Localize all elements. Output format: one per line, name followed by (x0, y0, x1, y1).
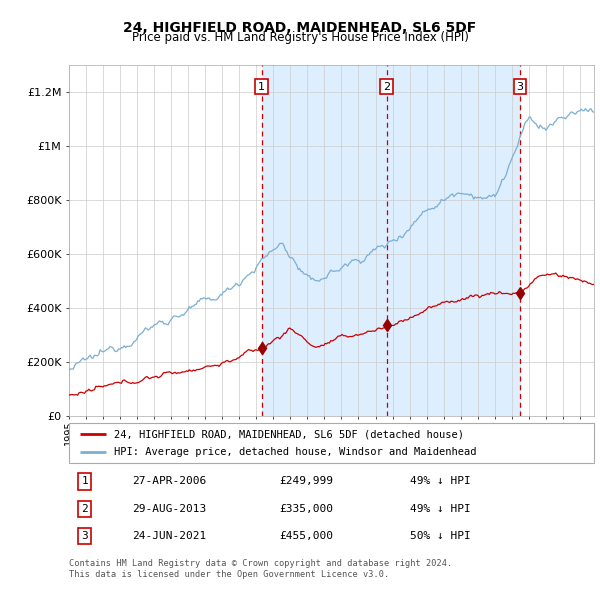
Bar (262, 65, 520, 416)
Text: £249,999: £249,999 (279, 477, 333, 487)
FancyBboxPatch shape (69, 423, 594, 463)
Text: 50% ↓ HPI: 50% ↓ HPI (410, 531, 471, 541)
Text: Contains HM Land Registry data © Crown copyright and database right 2024.: Contains HM Land Registry data © Crown c… (69, 559, 452, 568)
Text: This data is licensed under the Open Government Licence v3.0.: This data is licensed under the Open Gov… (69, 570, 389, 579)
Text: 24, HIGHFIELD ROAD, MAIDENHEAD, SL6 5DF (detached house): 24, HIGHFIELD ROAD, MAIDENHEAD, SL6 5DF … (113, 430, 464, 440)
Text: 2: 2 (383, 81, 391, 91)
Text: 49% ↓ HPI: 49% ↓ HPI (410, 477, 471, 487)
Text: 2: 2 (82, 504, 88, 514)
Text: 1: 1 (258, 81, 265, 91)
Text: 3: 3 (517, 81, 523, 91)
Text: 49% ↓ HPI: 49% ↓ HPI (410, 504, 471, 514)
Text: 27-APR-2006: 27-APR-2006 (132, 477, 206, 487)
Text: £455,000: £455,000 (279, 531, 333, 541)
Text: Price paid vs. HM Land Registry's House Price Index (HPI): Price paid vs. HM Land Registry's House … (131, 31, 469, 44)
Text: £335,000: £335,000 (279, 504, 333, 514)
Text: 1: 1 (82, 477, 88, 487)
Text: 24-JUN-2021: 24-JUN-2021 (132, 531, 206, 541)
Text: 24, HIGHFIELD ROAD, MAIDENHEAD, SL6 5DF: 24, HIGHFIELD ROAD, MAIDENHEAD, SL6 5DF (124, 21, 476, 35)
Text: 29-AUG-2013: 29-AUG-2013 (132, 504, 206, 514)
Text: 3: 3 (82, 531, 88, 541)
Text: HPI: Average price, detached house, Windsor and Maidenhead: HPI: Average price, detached house, Wind… (113, 447, 476, 457)
